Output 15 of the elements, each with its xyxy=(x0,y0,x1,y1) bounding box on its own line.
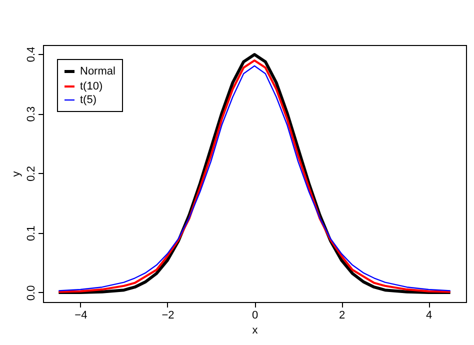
x-tick-label: 0 xyxy=(252,310,258,322)
x-tick-label: −2 xyxy=(162,310,174,322)
x-tick-label: −4 xyxy=(74,310,88,322)
y-tick-label: 0.2 xyxy=(26,166,38,182)
x-axis-title: x xyxy=(252,324,258,336)
y-tick-label: 0.1 xyxy=(26,226,38,241)
y-tick-label: 0.3 xyxy=(26,106,38,122)
legend-label: t(10) xyxy=(80,80,103,92)
legend-label: t(5) xyxy=(80,94,96,106)
x-tick-label: 2 xyxy=(338,310,346,322)
x-tick-label: 4 xyxy=(426,310,432,322)
y-tick-label: 0.4 xyxy=(26,46,38,62)
legend-label: Normal xyxy=(80,66,116,78)
y-tick-label: 0.0 xyxy=(26,285,38,301)
y-axis-title: y xyxy=(10,170,22,177)
